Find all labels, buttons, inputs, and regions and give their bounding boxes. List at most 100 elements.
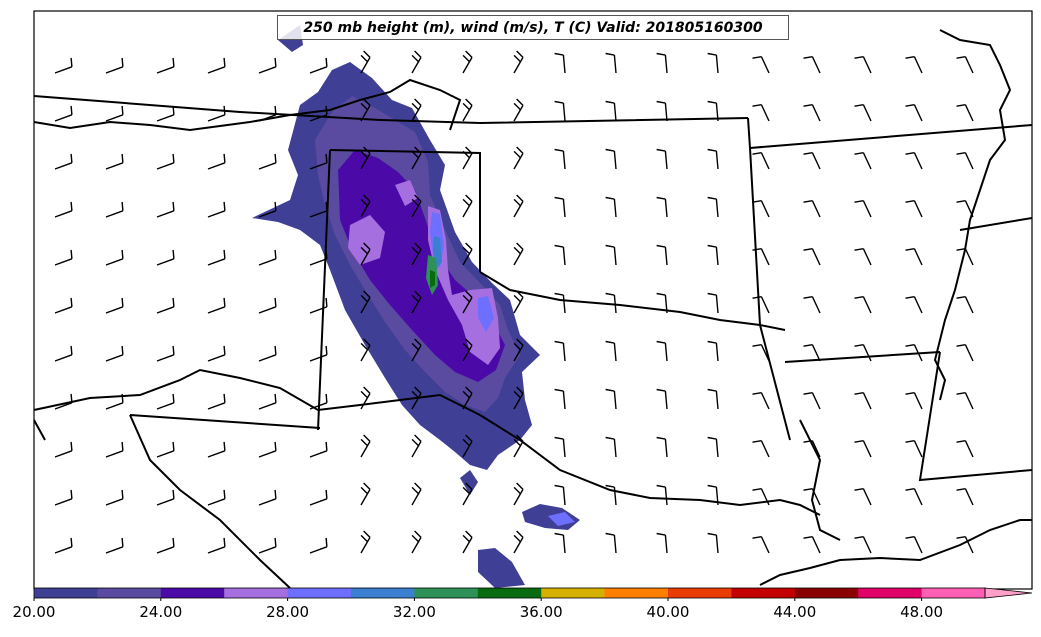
wind-barb [905, 104, 923, 122]
wind-barb [905, 440, 923, 458]
wind-barb [905, 392, 923, 410]
wind-barb [854, 200, 872, 218]
wind-barb [752, 104, 770, 122]
wind-barb [360, 290, 371, 314]
colorbar-bin [287, 588, 352, 598]
wind-barb [554, 100, 566, 122]
wind-barb [905, 152, 923, 170]
wind-barb [54, 489, 73, 506]
wind-barb [803, 392, 821, 410]
wind-barb [462, 98, 473, 122]
wind-barb [656, 148, 668, 170]
wind-barb [462, 386, 473, 410]
wind-barb [207, 345, 226, 362]
wind-barb [105, 441, 124, 458]
wind-barb [854, 104, 872, 122]
wind-barb [207, 57, 226, 74]
colorbar-outline [33, 587, 986, 599]
wind-barb [462, 194, 473, 218]
wind-barb [956, 344, 974, 362]
wind-barb [956, 536, 974, 554]
shade-28-30-c [548, 512, 575, 526]
wind-barb [656, 244, 668, 266]
wind-barb [105, 153, 124, 170]
wind-barb [656, 484, 668, 506]
wind-barb [258, 201, 277, 218]
wind-barb [656, 52, 668, 74]
boundary-ar-la [784, 351, 941, 363]
wind-barb [803, 248, 821, 266]
colorbar-bin [34, 588, 98, 598]
wind-barb [905, 344, 923, 362]
colorbar-tick-label: 32.00 [392, 603, 436, 621]
wind-barb [656, 340, 668, 362]
wind-barb [656, 388, 668, 410]
wind-barb [207, 297, 226, 314]
boundary-wavy-north [33, 78, 462, 132]
wind-barb [54, 441, 73, 458]
wind-barb [54, 153, 73, 170]
wind-barb [156, 297, 175, 314]
wind-barb [905, 488, 923, 506]
wind-barb [605, 340, 617, 362]
wind-barb [605, 484, 617, 506]
wind-barb [513, 338, 524, 362]
wind-barb [54, 57, 73, 74]
wind-barb [707, 100, 719, 122]
colorbar-bin [731, 588, 796, 598]
wind-barb [803, 152, 821, 170]
wind-barb [752, 536, 770, 554]
colorbar-bin [351, 588, 415, 598]
wind-barb [707, 244, 719, 266]
wind-barb [854, 248, 872, 266]
wind-barb [462, 530, 473, 554]
wind-barb [258, 537, 277, 554]
wind-barb [258, 297, 277, 314]
wind-barb [554, 532, 566, 554]
wind-barb [854, 440, 872, 458]
wind-barb [54, 345, 73, 362]
colorbar-tick-label: 40.00 [646, 603, 690, 621]
wind-barb [462, 242, 473, 266]
wind-barb [105, 201, 124, 218]
wind-barb [803, 344, 821, 362]
wind-barb [554, 148, 566, 170]
wind-barb [156, 345, 175, 362]
wind-barb [956, 200, 974, 218]
wind-barb [605, 244, 617, 266]
wind-barb [656, 436, 668, 458]
wind-barb [462, 434, 473, 458]
wind-barb [156, 153, 175, 170]
wind-barb [752, 488, 770, 506]
wind-barb [360, 146, 371, 170]
wind-barb [605, 388, 617, 410]
boundary-nm-texas [129, 414, 321, 429]
colorbar-tick-label: 20.00 [12, 603, 56, 621]
wind-barb [854, 152, 872, 170]
wind-barb [411, 50, 422, 74]
boundary-north-line [33, 95, 749, 125]
boundary-gulf-coast [759, 519, 1032, 586]
colorbar-bin [224, 588, 289, 598]
wind-barb [803, 56, 821, 74]
wind-barb [105, 393, 124, 410]
wind-barb [156, 201, 175, 218]
state-boundaries [33, 29, 1033, 589]
wind-barb [105, 345, 124, 362]
wind-barb [752, 200, 770, 218]
wind-barb [854, 536, 872, 554]
wind-barb [309, 249, 328, 266]
colorbar-bin [794, 588, 859, 598]
colorbar-tick-label: 48.00 [900, 603, 944, 621]
wind-barb [854, 56, 872, 74]
wind-barb [411, 338, 422, 362]
boundary-ok-tx [479, 271, 786, 331]
wind-barb [207, 489, 226, 506]
wind-barb [513, 194, 524, 218]
wind-barb [707, 484, 719, 506]
wind-barb [554, 484, 566, 506]
wind-barb [309, 393, 328, 410]
wind-barb [956, 104, 974, 122]
boundary-east-coast [933, 29, 1012, 401]
wind-barb [956, 56, 974, 74]
